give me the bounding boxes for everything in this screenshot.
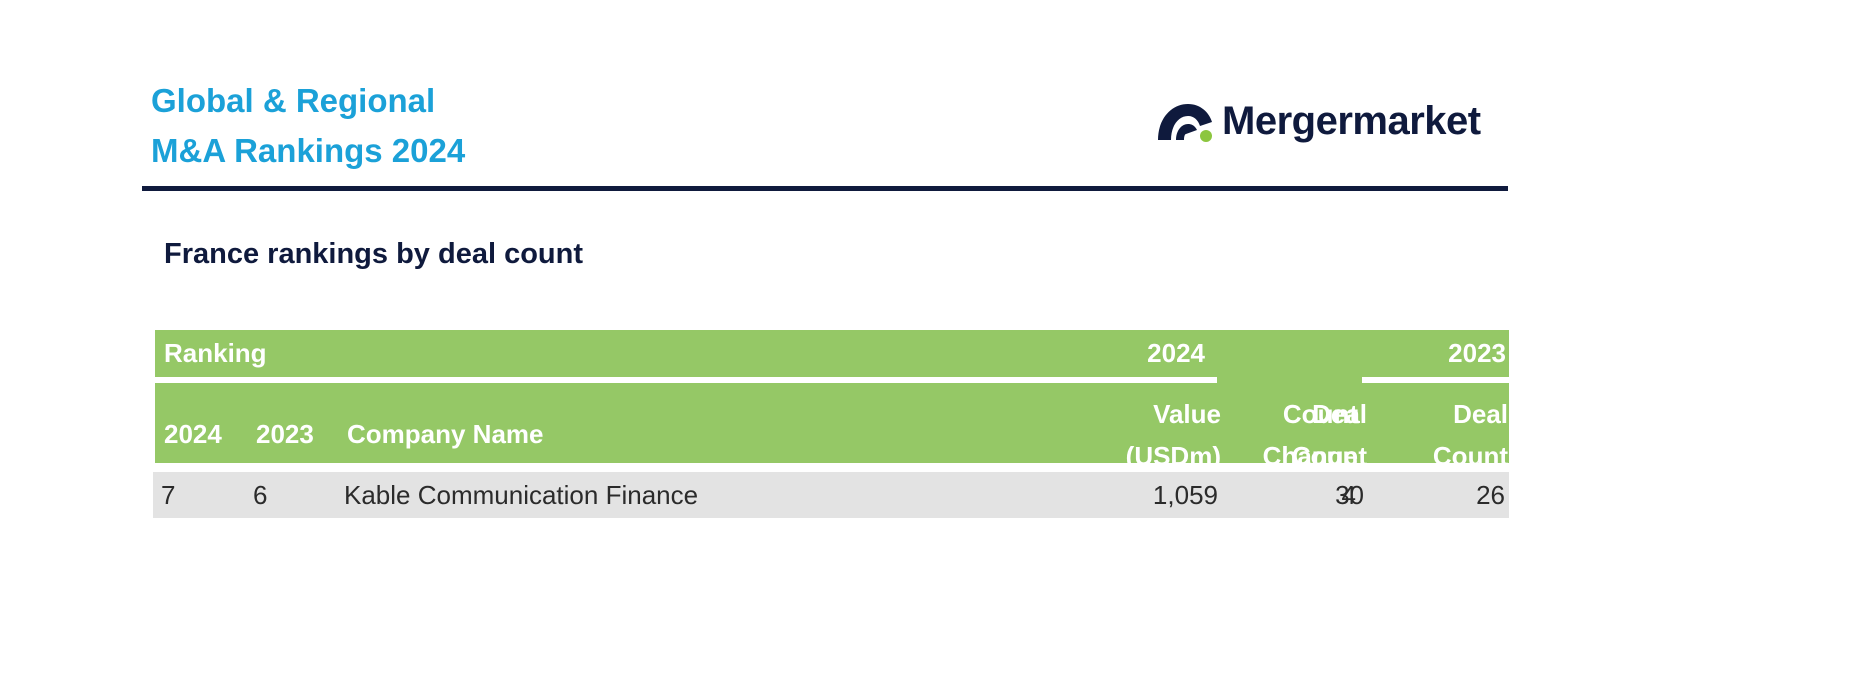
cell-company-name: Kable Communication Finance <box>344 480 699 510</box>
table-group-header-2024: Ranking 2024 <box>155 330 1217 377</box>
table-column-header <box>155 383 1509 463</box>
table-row: 7 6 Kable Communication Finance 1,059 30… <box>153 472 1509 518</box>
cell-value: 1,059 <box>1152 480 1218 510</box>
col-header-company: Company Name <box>347 419 544 449</box>
col-header-deal-count-2023-line1: Deal <box>1453 399 1508 429</box>
logo-wordmark: Mergermarket <box>1222 98 1481 143</box>
col-header-deal-count-line2: Count <box>1291 441 1367 463</box>
cell-rank-2023: 6 <box>253 480 268 510</box>
group-header-2024: 2024 <box>1147 338 1205 368</box>
header-divider <box>142 186 1508 191</box>
group-header-ranking: Ranking <box>164 338 267 368</box>
table-group-header-spacer <box>1217 330 1362 383</box>
mergermarket-logo: Mergermarket <box>1154 96 1481 146</box>
report-title-line1: Global & Regional <box>151 82 436 119</box>
table-column-header-labels: 2024 2023 Company Name Value (USDm) Deal… <box>155 383 1509 463</box>
cell-deal-count: 30 <box>1335 480 1364 510</box>
col-header-deal-count-2023-line2: Count <box>1432 441 1508 463</box>
col-header-value-line1: Value <box>1153 399 1221 429</box>
col-header-value-line2: (USDm) <box>1125 441 1221 463</box>
cell-rank-2024: 7 <box>161 480 176 510</box>
mergermarket-logo-icon <box>1158 104 1212 142</box>
col-header-rank-2024: 2024 <box>164 419 222 449</box>
col-header-deal-count-line1: Deal <box>1312 399 1367 429</box>
section-title: France rankings by deal count <box>164 238 583 270</box>
table-group-header-2023: 2023 <box>1362 330 1509 377</box>
report-title: Global & Regional M&A Rankings 2024 <box>151 76 465 176</box>
report-title-line2: M&A Rankings 2024 <box>151 132 466 169</box>
group-header-2023: 2023 <box>1448 338 1506 368</box>
col-header-rank-2023: 2023 <box>256 419 314 449</box>
cell-deal-count-2023: 26 <box>1476 480 1505 510</box>
